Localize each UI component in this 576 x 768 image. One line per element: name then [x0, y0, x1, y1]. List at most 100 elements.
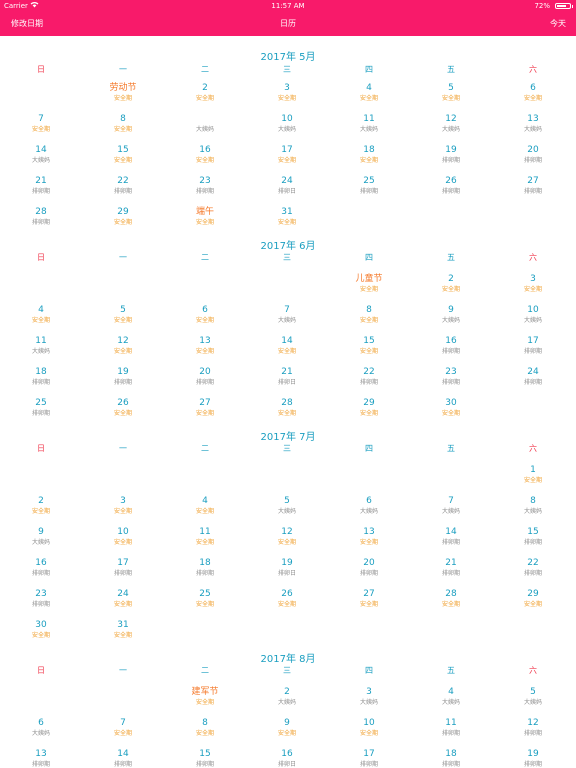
day-cell[interactable]: 23 排卵期 [410, 366, 492, 396]
day-cell[interactable]: 2 安全期 [164, 82, 246, 112]
day-cell[interactable]: 17 排卵期 [328, 748, 410, 768]
day-cell[interactable]: 19 排卵日 [246, 557, 328, 587]
day-cell[interactable]: 16 排卵期 [410, 335, 492, 365]
day-cell[interactable]: 16 排卵期 [0, 557, 82, 587]
day-cell[interactable]: 7 安全期 [0, 113, 82, 143]
day-cell[interactable]: 16 安全期 [164, 144, 246, 174]
day-cell[interactable]: 27 安全期 [328, 588, 410, 618]
day-cell[interactable]: 4 大姨妈 [410, 686, 492, 716]
day-cell[interactable]: 25 排卵期 [0, 397, 82, 427]
day-cell[interactable]: 建军节 安全期 [164, 686, 246, 716]
day-cell[interactable]: 2 安全期 [410, 273, 492, 303]
day-cell[interactable]: 18 排卵期 [410, 748, 492, 768]
day-cell[interactable]: 6 安全期 [492, 82, 574, 112]
day-cell[interactable]: 4 安全期 [164, 495, 246, 525]
day-cell[interactable]: 5 安全期 [410, 82, 492, 112]
day-cell[interactable]: 6 大姨妈 [328, 495, 410, 525]
day-cell[interactable]: 19 排卵期 [82, 366, 164, 396]
day-cell[interactable]: 12 安全期 [246, 526, 328, 556]
day-cell[interactable]: 29 安全期 [492, 588, 574, 618]
day-cell[interactable]: 8 大姨妈 [492, 495, 574, 525]
day-cell[interactable]: 14 大姨妈 [0, 144, 82, 174]
day-cell[interactable]: 27 排卵期 [492, 175, 574, 205]
day-cell[interactable]: 16 排卵日 [246, 748, 328, 768]
day-cell[interactable]: 4 安全期 [0, 304, 82, 334]
day-cell[interactable]: 5 安全期 [82, 304, 164, 334]
day-cell[interactable]: 24 排卵日 [246, 175, 328, 205]
day-cell[interactable]: 11 大姨妈 [328, 113, 410, 143]
day-cell[interactable]: 15 安全期 [328, 335, 410, 365]
day-cell[interactable]: 6 安全期 [164, 304, 246, 334]
day-cell[interactable]: 端午 安全期 [164, 206, 246, 236]
modify-date-button[interactable]: 修改日期 [11, 19, 43, 28]
day-cell[interactable]: 8 安全期 [164, 717, 246, 747]
day-cell[interactable]: 24 安全期 [82, 588, 164, 618]
day-cell[interactable]: 劳动节 安全期 [82, 82, 164, 112]
day-cell[interactable]: 1 安全期 [492, 464, 574, 494]
day-cell[interactable]: 13 大姨妈 [492, 113, 574, 143]
day-cell[interactable]: 25 排卵期 [328, 175, 410, 205]
day-cell[interactable]: 2 大姨妈 [246, 686, 328, 716]
day-cell[interactable]: 17 安全期 [246, 144, 328, 174]
calendar-scroll[interactable]: 2017年 5月日一二三四五六劳动节 安全期 2 安全期 3 安全期 4 安全期 5 安全期 6 安全… [0, 36, 576, 768]
day-cell[interactable]: 22 排卵期 [328, 366, 410, 396]
day-cell[interactable]: 17 排卵期 [82, 557, 164, 587]
day-cell[interactable]: 26 排卵期 [410, 175, 492, 205]
day-cell[interactable]: 22 排卵期 [82, 175, 164, 205]
day-cell[interactable]: 11 排卵期 [410, 717, 492, 747]
day-cell[interactable]: 31 安全期 [246, 206, 328, 236]
day-cell[interactable]: 6 大姨妈 [0, 717, 82, 747]
day-cell[interactable]: 12 排卵期 [492, 717, 574, 747]
day-cell[interactable]: 28 安全期 [246, 397, 328, 427]
day-cell[interactable]: 19 排卵期 [410, 144, 492, 174]
day-cell[interactable]: 儿童节 安全期 [328, 273, 410, 303]
day-cell[interactable]: 15 排卵期 [164, 748, 246, 768]
day-cell[interactable]: 30 安全期 [410, 397, 492, 427]
day-cell[interactable]: 3 安全期 [246, 82, 328, 112]
day-cell[interactable]: 3 安全期 [82, 495, 164, 525]
day-cell[interactable]: 7 大姨妈 [246, 304, 328, 334]
day-cell[interactable]: 12 大姨妈 [410, 113, 492, 143]
day-cell[interactable]: 20 排卵期 [492, 144, 574, 174]
day-cell[interactable]: 17 排卵期 [492, 335, 574, 365]
day-cell[interactable]: 21 排卵期 [410, 557, 492, 587]
day-cell[interactable]: 26 安全期 [246, 588, 328, 618]
day-cell[interactable]: 9 大姨妈 [410, 304, 492, 334]
day-cell[interactable]: 28 排卵期 [0, 206, 82, 236]
day-cell[interactable]: 11 大姨妈 [0, 335, 82, 365]
day-cell[interactable]: 19 排卵期 [492, 748, 574, 768]
day-cell[interactable]: 3 安全期 [492, 273, 574, 303]
day-cell[interactable]: 20 排卵期 [328, 557, 410, 587]
day-cell[interactable]: 15 安全期 [82, 144, 164, 174]
day-cell[interactable]: 14 安全期 [246, 335, 328, 365]
day-cell[interactable]: 大姨妈 [164, 113, 246, 143]
day-cell[interactable]: 24 排卵期 [492, 366, 574, 396]
day-cell[interactable]: 13 安全期 [328, 526, 410, 556]
day-cell[interactable]: 10 安全期 [328, 717, 410, 747]
day-cell[interactable]: 7 大姨妈 [410, 495, 492, 525]
day-cell[interactable]: 29 安全期 [82, 206, 164, 236]
day-cell[interactable]: 4 安全期 [328, 82, 410, 112]
day-cell[interactable]: 13 安全期 [164, 335, 246, 365]
day-cell[interactable]: 20 排卵期 [164, 366, 246, 396]
day-cell[interactable]: 3 大姨妈 [328, 686, 410, 716]
day-cell[interactable]: 8 安全期 [82, 113, 164, 143]
day-cell[interactable]: 15 排卵期 [492, 526, 574, 556]
day-cell[interactable]: 21 排卵期 [0, 175, 82, 205]
day-cell[interactable]: 13 排卵期 [0, 748, 82, 768]
day-cell[interactable]: 29 安全期 [328, 397, 410, 427]
day-cell[interactable]: 11 安全期 [164, 526, 246, 556]
day-cell[interactable]: 5 大姨妈 [246, 495, 328, 525]
today-button[interactable]: 今天 [550, 19, 566, 28]
day-cell[interactable]: 5 大姨妈 [492, 686, 574, 716]
day-cell[interactable]: 30 安全期 [0, 619, 82, 649]
day-cell[interactable]: 23 排卵期 [164, 175, 246, 205]
day-cell[interactable]: 14 排卵期 [82, 748, 164, 768]
day-cell[interactable]: 9 安全期 [246, 717, 328, 747]
day-cell[interactable]: 14 排卵期 [410, 526, 492, 556]
day-cell[interactable]: 12 安全期 [82, 335, 164, 365]
day-cell[interactable]: 7 安全期 [82, 717, 164, 747]
day-cell[interactable]: 10 大姨妈 [246, 113, 328, 143]
day-cell[interactable]: 18 排卵期 [164, 557, 246, 587]
day-cell[interactable]: 18 排卵期 [0, 366, 82, 396]
